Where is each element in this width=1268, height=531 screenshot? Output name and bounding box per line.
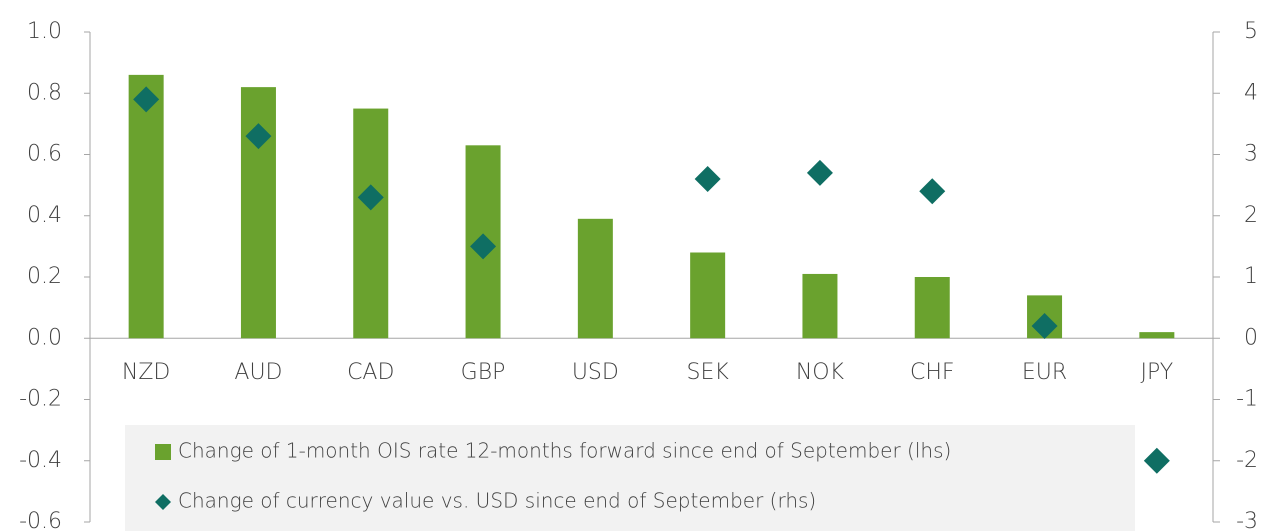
bar [353,108,389,339]
legend: Change of 1-month OIS rate 12-months for… [125,425,1135,531]
y-tick-label: 0.4 [27,203,62,228]
y-tick-label: -0.4 [19,448,62,473]
diamond [919,178,946,205]
diamond [694,166,721,192]
x-tick-label: AUD [234,360,282,385]
diamond [1143,447,1170,474]
y-tick-label: 0.6 [27,142,62,167]
y2-tick-label: -2 [1236,448,1258,473]
bar [1139,332,1175,339]
y2-tick-label: 2 [1244,203,1258,228]
y2-tick-label: 1 [1244,264,1258,289]
y-tick-label: -0.6 [19,509,62,531]
diamond [470,233,497,260]
diamond [133,86,160,113]
y2-tick-label: -1 [1236,387,1258,412]
x-tick-label: CAD [347,360,394,385]
bar [128,74,164,339]
diamond [1031,313,1058,339]
legend-swatch [155,494,171,510]
y-tick-label: 0.2 [27,264,62,289]
y2-tick-label: 5 [1244,19,1258,44]
legend-label: Change of 1-month OIS rate 12-months for… [178,439,951,463]
x-tick-label: NZD [122,360,170,385]
y2-tick-label: -3 [1236,509,1258,531]
legend-label: Change of currency value vs. USD since e… [178,489,816,513]
x-tick-label: CHF [910,360,955,385]
bar [914,277,950,339]
bar [690,252,726,339]
y2-tick-label: 4 [1244,80,1258,105]
diamond [245,123,272,150]
diamond [806,159,833,186]
y-tick-label: 1.0 [27,19,62,44]
y2-tick-label: 3 [1244,142,1258,167]
y2-tick-label: 0 [1244,325,1258,350]
legend-swatch [155,444,171,460]
legend-box [125,425,1135,531]
bar [577,218,613,339]
bar [802,273,838,339]
y-tick-label: 0.8 [27,80,62,105]
y-tick-label: -0.2 [19,387,62,412]
diamond [357,184,384,211]
x-tick-label: JPY [1140,360,1173,385]
x-tick-label: USD [572,360,619,385]
x-tick-label: GBP [461,360,506,385]
x-tick-label: NOK [796,360,845,385]
y-tick-label: 0.0 [27,325,62,350]
x-tick-label: SEK [687,360,730,385]
x-tick-label: EUR [1022,360,1067,385]
